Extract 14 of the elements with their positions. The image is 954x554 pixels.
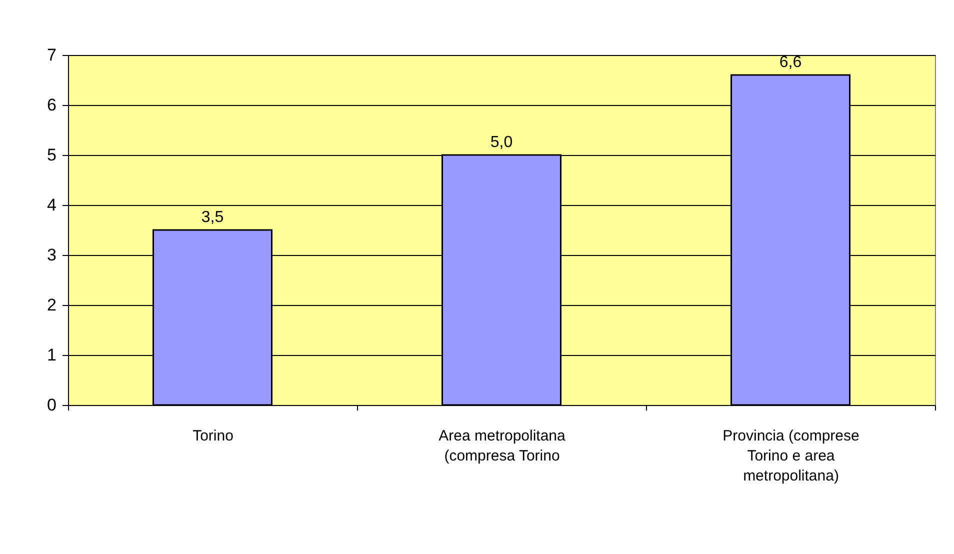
data-label: 6,6 (779, 54, 802, 71)
x-tick-label: Torino (192, 428, 234, 444)
y-tick-label: 4 (47, 196, 56, 214)
y-tick-label: 0 (47, 396, 56, 414)
y-tick-label: 2 (47, 296, 56, 314)
y-tick-label: 7 (47, 46, 56, 64)
y-tick-label: 3 (47, 246, 56, 264)
y-tick-label: 1 (47, 346, 56, 364)
y-tick-label: 6 (47, 96, 56, 114)
data-label: 3,5 (201, 209, 224, 226)
x-tick-label: Provincia (comprese Torino e area metropolitana) (722, 428, 860, 484)
y-tick-label: 5 (47, 146, 56, 164)
x-tick-label: Area metropolitana (compresa Torino (438, 428, 566, 464)
data-label: 5,0 (490, 134, 513, 151)
